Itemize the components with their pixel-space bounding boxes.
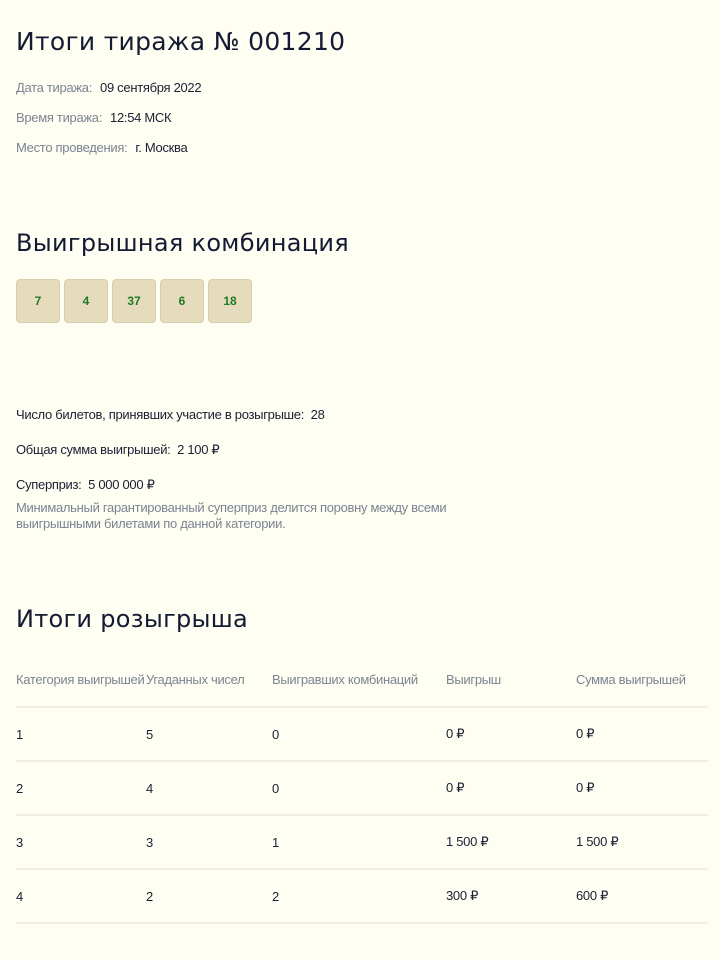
cell-guessed: 3 [146,814,272,869]
cell-prize-total: 0 ₽ [576,706,708,761]
draw-date-label: Дата тиража: [16,80,93,95]
cell-prize: 300 ₽ [446,868,576,924]
winning-numbers: 7 4 37 6 18 [16,279,252,323]
cell-prize: 0 ₽ [446,760,576,815]
winning-number: 7 [16,279,60,323]
cell-winning-combinations: 0 [272,706,446,761]
superprize-note: Минимальный гарантированный суперприз де… [16,500,447,531]
cell-category: 4 [16,868,146,924]
table-header-row: Категория выигрышей Угаданных чисел Выиг… [16,672,708,707]
cell-winning-combinations: 0 [272,760,446,815]
results-title: Итоги розыгрыша [16,605,249,633]
table-row: 2 4 0 0 ₽ 0 ₽ [16,760,708,815]
total-winnings-label: Общая сумма выигрышей: [16,442,171,457]
winning-number: 18 [208,279,252,323]
cell-prize-total: 1 500 ₽ [576,814,708,869]
combination-title: Выигрышная комбинация [16,229,349,257]
page-title: Итоги тиража № 001210 [16,27,346,56]
cell-guessed: 5 [146,706,272,761]
draw-date: Дата тиража: 09 сентября 2022 [16,80,202,95]
superprize: Суперприз: 5 000 000 ₽ [16,477,155,493]
cell-winning-combinations: 1 [272,814,446,869]
tickets-count: Число билетов, принявших участие в розыг… [16,407,325,422]
table-row: 1 5 0 0 ₽ 0 ₽ [16,706,708,761]
draw-place-label: Место проведения: [16,140,128,155]
cell-category: 2 [16,760,146,815]
tickets-count-label: Число билетов, принявших участие в розыг… [16,407,305,422]
total-winnings: Общая сумма выигрышей: 2 100 ₽ [16,442,220,458]
cell-winning-combinations: 2 [272,868,446,924]
cell-category: 3 [16,814,146,869]
superprize-label: Суперприз: [16,477,82,492]
cell-category: 1 [16,706,146,761]
cell-prize: 1 500 ₽ [446,814,576,869]
cell-prize-total: 0 ₽ [576,760,708,815]
header-winning-combinations: Выигравших комбинаций [272,672,418,687]
cell-prize-total: 600 ₽ [576,868,708,924]
draw-place-value: г. Москва [135,140,188,155]
tickets-count-value: 28 [310,407,325,422]
winning-number: 37 [112,279,156,323]
header-guessed: Угаданных чисел [146,672,245,687]
draw-time-value: 12:54 МСК [110,110,172,125]
draw-time-label: Время тиража: [16,110,103,125]
cell-guessed: 2 [146,868,272,924]
draw-date-value: 09 сентября 2022 [100,80,202,95]
draw-place: Место проведения: г. Москва [16,140,188,155]
header-prize-total: Сумма выигрышей [576,672,686,687]
table-row: 4 2 2 300 ₽ 600 ₽ [16,868,708,924]
winning-number: 6 [160,279,204,323]
header-prize: Выигрыш [446,672,501,687]
draw-time: Время тиража: 12:54 МСК [16,110,172,125]
superprize-value: 5 000 000 ₽ [88,477,155,492]
winning-number: 4 [64,279,108,323]
table-row: 3 3 1 1 500 ₽ 1 500 ₽ [16,814,708,869]
cell-prize: 0 ₽ [446,706,576,761]
results-table: Категория выигрышей Угаданных чисел Выиг… [16,672,708,924]
cell-guessed: 4 [146,760,272,815]
header-category: Категория выигрышей [16,672,145,687]
total-winnings-value: 2 100 ₽ [177,442,220,457]
